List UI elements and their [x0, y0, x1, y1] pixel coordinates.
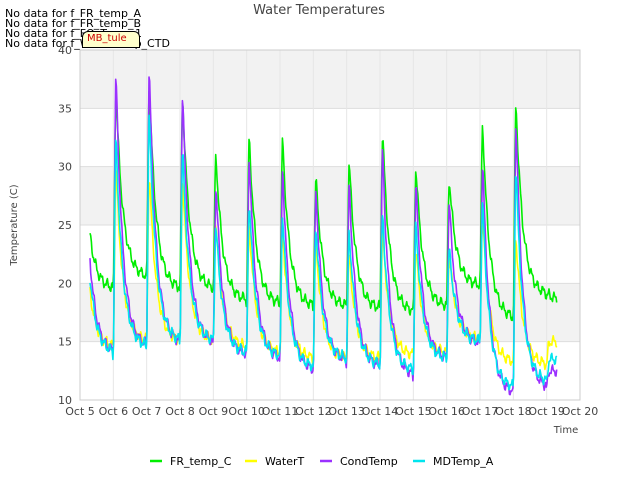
x-tick-label: Oct 12: [295, 405, 332, 418]
legend-label-FR_temp_C: FR_temp_C: [170, 455, 232, 468]
background-band: [80, 341, 580, 400]
tooltip-badge[interactable]: MB_tule: [82, 31, 140, 48]
background-band: [80, 166, 580, 225]
x-tick-label: Oct 15: [395, 405, 432, 418]
x-tick-label: Oct 13: [328, 405, 365, 418]
x-tick-label: Oct 6: [99, 405, 129, 418]
x-tick-label: Oct 9: [199, 405, 229, 418]
legend-label-CondTemp: CondTemp: [340, 455, 398, 468]
x-tick-label: Oct 11: [262, 405, 299, 418]
x-tick-label: Oct 20: [562, 405, 599, 418]
chart-title: Water Temperatures: [253, 3, 385, 18]
nodata-message-2: No data for f_FR_temp_B: [5, 17, 142, 30]
y-tick-labels: 10 15 20 25 30 35 40: [58, 44, 72, 407]
tooltip-label: MB_tule: [87, 33, 127, 44]
x-tick-label: Oct 14: [362, 405, 399, 418]
series-line-FR_temp_C: [89, 90, 558, 322]
x-tick-label: Oct 18: [495, 405, 532, 418]
series-lines: [89, 76, 558, 396]
y-tick-label: 40: [58, 44, 72, 57]
y-tick-label: 10: [58, 394, 72, 407]
background-band: [80, 108, 580, 167]
x-tick-label: Oct 8: [165, 405, 195, 418]
x-tick-label: Oct 7: [132, 405, 162, 418]
legend-label-WaterT: WaterT: [265, 455, 305, 468]
x-tick-label: Oct 17: [462, 405, 499, 418]
x-tick-label: Oct 5: [65, 405, 95, 418]
plot-frame: [79, 49, 581, 401]
x-axis-title: Time: [553, 425, 578, 436]
x-tick-label: Oct 19: [528, 405, 565, 418]
background-bands: [80, 50, 580, 400]
y-tick-label: 35: [58, 102, 72, 115]
x-tick-label: Oct 16: [428, 405, 465, 418]
nodata-message-3: No data for f_FO_Temp_1: [5, 27, 143, 40]
nodata-message-1: No data for f_FR_temp_A: [5, 7, 141, 20]
y-axis-title: Temperature (C): [9, 184, 20, 266]
legend-label-MDTemp_A: MDTemp_A: [433, 455, 494, 468]
background-band: [80, 50, 580, 109]
y-tick-label: 25: [58, 219, 72, 232]
legend: FR_temp_C WaterT CondTemp MDTemp_A: [150, 455, 494, 468]
y-tick-label: 30: [58, 161, 72, 174]
y-tick-label: 20: [58, 277, 72, 290]
series-line-MDTemp_A: [89, 114, 558, 391]
background-band: [80, 225, 580, 284]
y-tick-label: 15: [58, 336, 72, 349]
x-tick-label: Oct 10: [228, 405, 265, 418]
